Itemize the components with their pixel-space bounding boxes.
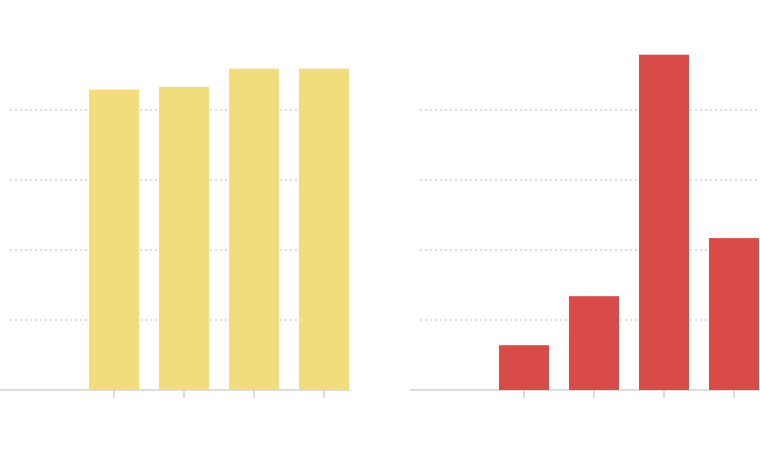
bar bbox=[229, 68, 279, 390]
bar bbox=[299, 68, 349, 390]
bar bbox=[499, 345, 549, 390]
bar bbox=[159, 86, 209, 391]
bar bbox=[89, 89, 139, 390]
bar bbox=[709, 238, 759, 390]
bar bbox=[569, 296, 619, 390]
bar bbox=[639, 54, 689, 390]
